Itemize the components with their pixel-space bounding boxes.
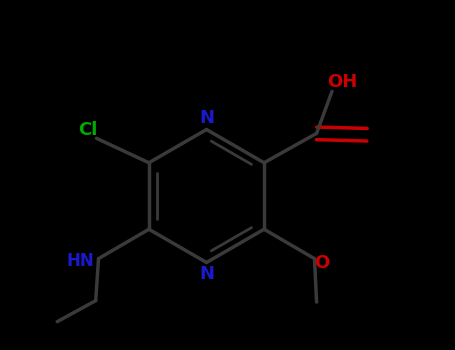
Text: O: O	[314, 254, 329, 272]
Text: HN: HN	[66, 252, 94, 271]
Text: N: N	[199, 108, 214, 127]
Text: N: N	[199, 265, 214, 284]
Text: OH: OH	[327, 72, 357, 91]
Text: Cl: Cl	[78, 121, 98, 139]
